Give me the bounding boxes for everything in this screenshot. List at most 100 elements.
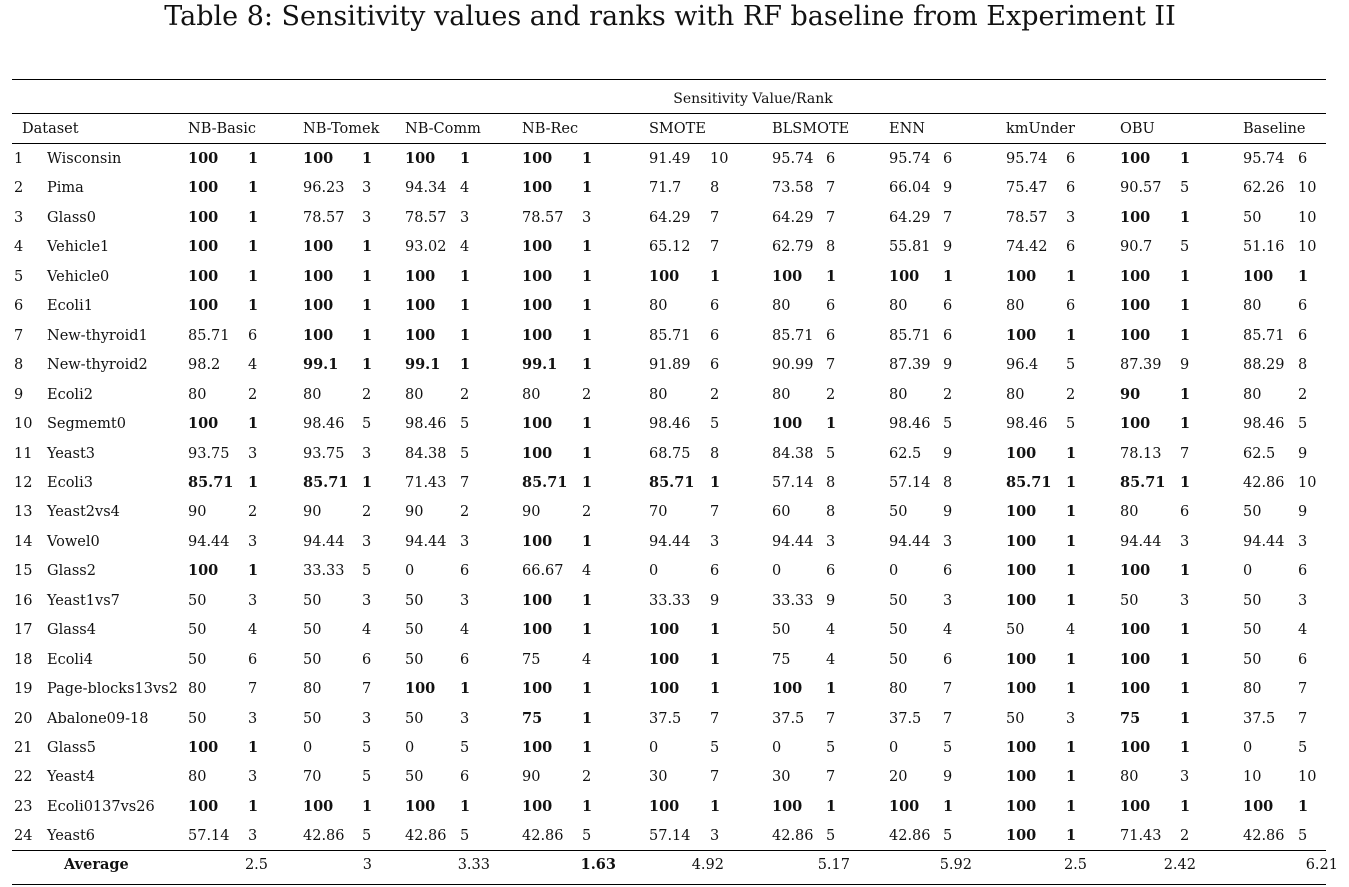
sensitivity-value: 100 (1006, 768, 1037, 786)
rank-value: 10 (1298, 769, 1317, 786)
rank-value: 6 (248, 327, 258, 344)
table-row: 19 Page-blocks13vs2 80 7 80 7 100 1 100 1 100 1 100 1… (0, 678, 1349, 700)
sensitivity-value: 80 (772, 386, 791, 403)
sensitivity-value: 33.33 (649, 592, 691, 609)
sensitivity-value: 68.75 (649, 445, 691, 462)
table-row: 2 Pima 100 1 96.23 3 94.34 4 100 1 71.7 8 73.58 7 66.0… (0, 177, 1349, 199)
rank-value: 7 (943, 209, 953, 226)
sensitivity-value: 80 (1006, 298, 1025, 315)
rank-value: 1 (248, 473, 259, 491)
sensitivity-value: 100 (1006, 444, 1037, 462)
sensitivity-value: 100 (188, 150, 219, 167)
table-row: 16 Yeast1vs7 50 3 50 3 50 3 100 1 33.33 9 33.33 9 50 3 1… (0, 590, 1349, 612)
sensitivity-value: 71.43 (405, 474, 447, 491)
sensitivity-value: 78.57 (522, 209, 564, 226)
rank-value: 3 (1066, 209, 1076, 226)
rank-value: 1 (582, 532, 593, 550)
row-index: 7 (14, 327, 24, 344)
sensitivity-value: 95.74 (889, 151, 931, 167)
sensitivity-value: 78.13 (1120, 445, 1162, 462)
rank-value: 1 (248, 208, 259, 226)
sensitivity-value: 100 (405, 150, 436, 167)
sensitivity-value: 62.5 (889, 445, 922, 462)
rank-value: 1 (362, 326, 373, 344)
rank-value: 6 (1180, 504, 1190, 521)
rank-value: 7 (710, 239, 720, 256)
sensitivity-value: 85.71 (188, 327, 230, 344)
rank-value: 1 (1180, 326, 1191, 344)
rank-value: 6 (460, 563, 470, 580)
rank-value: 6 (1298, 563, 1308, 580)
rank-value: 6 (248, 651, 258, 668)
average-rank: 2.5 (244, 857, 268, 873)
rank-value: 8 (943, 474, 953, 491)
sensitivity-value: 80 (188, 386, 207, 403)
sensitivity-value: 94.44 (772, 533, 814, 550)
rank-value: 1 (460, 680, 471, 698)
method-header: ENN (889, 121, 925, 137)
body-rule (12, 850, 1326, 851)
sensitivity-value: 50 (188, 651, 207, 668)
sensitivity-value: 80 (1006, 386, 1025, 403)
method-header: NB-Basic (188, 121, 257, 137)
sensitivity-value: 80 (772, 298, 791, 315)
sensitivity-value: 100 (1006, 591, 1037, 609)
sensitivity-value: 100 (1006, 797, 1037, 815)
rank-value: 4 (362, 622, 372, 639)
sensitivity-value: 100 (1120, 150, 1151, 167)
sensitivity-value: 0 (1243, 740, 1253, 756)
rank-value: 1 (826, 415, 837, 433)
sensitivity-value: 100 (522, 415, 553, 433)
rank-value: 1 (582, 326, 593, 344)
row-index: 8 (14, 357, 24, 374)
rank-value: 2 (582, 386, 592, 403)
sensitivity-value: 100 (772, 415, 803, 433)
rank-value: 5 (826, 445, 836, 462)
rank-value: 1 (943, 267, 954, 285)
sensitivity-value: 99.1 (522, 356, 558, 374)
rank-value: 9 (943, 180, 953, 197)
sensitivity-value: 80 (1243, 298, 1262, 315)
rank-value: 5 (1298, 740, 1308, 756)
sensitivity-value: 100 (522, 591, 553, 609)
sensitivity-value: 100 (522, 179, 553, 197)
rank-value: 3 (943, 533, 953, 550)
rank-value: 8 (826, 504, 836, 521)
sensitivity-value: 80 (889, 386, 908, 403)
row-index: 1 (14, 151, 24, 167)
sensitivity-value: 93.75 (188, 445, 230, 462)
sensitivity-value: 50 (303, 710, 322, 727)
rank-value: 7 (710, 504, 720, 521)
rank-value: 3 (362, 533, 372, 550)
row-index: 24 (14, 828, 33, 845)
rank-value: 5 (1298, 828, 1308, 845)
rank-value: 1 (710, 680, 721, 698)
sensitivity-value: 33.33 (772, 592, 814, 609)
sensitivity-value: 90.57 (1120, 180, 1162, 197)
sensitivity-value: 100 (1120, 208, 1151, 226)
rank-value: 10 (1298, 474, 1317, 491)
sensitivity-value: 57.14 (649, 828, 691, 845)
rank-value: 1 (710, 650, 721, 668)
rank-value: 3 (362, 209, 372, 226)
dataset-name: Page-blocks13vs2 (47, 681, 178, 698)
rank-value: 1 (710, 621, 721, 639)
sensitivity-value: 50 (889, 622, 908, 639)
sensitivity-value: 100 (1120, 739, 1151, 756)
sensitivity-value: 100 (772, 797, 803, 815)
sensitivity-value: 50 (1120, 592, 1139, 609)
dataset-name: Abalone09-18 (47, 710, 149, 727)
rank-value: 3 (710, 828, 720, 845)
sensitivity-value: 50 (1243, 209, 1262, 226)
rank-value: 7 (826, 769, 836, 786)
rank-value: 10 (1298, 239, 1317, 256)
sensitivity-value: 60 (772, 504, 791, 521)
row-index: 20 (14, 710, 33, 727)
rank-value: 7 (1180, 445, 1190, 462)
rank-value: 9 (1298, 445, 1308, 462)
sensitivity-value: 94.44 (649, 533, 691, 550)
rank-value: 4 (826, 622, 836, 639)
table-row: 12 Ecoli3 85.71 1 85.71 1 71.43 7 85.71 1 85.71 1 57… (0, 472, 1349, 494)
sensitivity-value: 37.5 (889, 710, 922, 727)
rank-value: 1 (362, 473, 373, 491)
